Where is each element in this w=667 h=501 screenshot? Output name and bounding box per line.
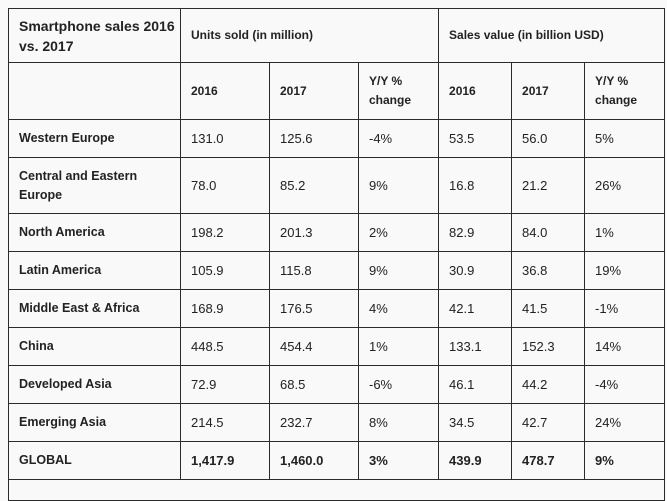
cell-uc: -6% [357, 365, 440, 404]
cell-v16: 46.1 [438, 365, 513, 404]
cell-v17: 41.5 [511, 289, 586, 328]
cell-v16: 82.9 [438, 213, 513, 252]
cell-v16: 30.9 [438, 251, 513, 290]
cell-u16: 72.9 [180, 365, 270, 404]
region-cell: Middle East & Africa [8, 289, 181, 328]
region-cell: Central and Eastern Europe [8, 157, 181, 214]
cell-uc: 2% [357, 213, 440, 252]
units-2016-header: 2016 [180, 62, 270, 120]
cell-vc: 9% [584, 441, 666, 480]
cell-v17: 478.7 [511, 441, 586, 480]
cell-vc: 1% [584, 213, 666, 252]
cell-v17: 21.2 [511, 157, 586, 214]
footer-cell [7, 479, 666, 501]
table-row: Latin America 105.9 115.8 9% 30.9 36.8 19% [8, 251, 666, 290]
region-cell: Developed Asia [8, 365, 181, 404]
cell-u17: 454.4 [269, 327, 359, 366]
cell-u16: 78.0 [180, 157, 270, 214]
cell-u16: 448.5 [180, 327, 270, 366]
value-yoy-header: Y/Y % change [584, 62, 666, 120]
cell-uc: -4% [357, 119, 440, 158]
cell-v16: 53.5 [438, 119, 513, 158]
units-sold-header: Units sold (in million) [179, 8, 440, 63]
table-row: Middle East & Africa 168.9 176.5 4% 42.1 41.5… [8, 289, 666, 328]
cell-uc: 3% [357, 441, 440, 480]
units-yoy-header: Y/Y % change [357, 62, 440, 120]
table-row: Western Europe 131.0 125.6 -4% 53.5 56.0 5% [8, 119, 666, 158]
cell-v16: 439.9 [438, 441, 513, 480]
cell-u17: 232.7 [269, 403, 359, 442]
empty-header-cell [8, 62, 181, 120]
smartphone-sales-table: Smartphone sales 2016 vs. 2017 Units sol… [7, 8, 666, 501]
value-2017-header: 2017 [511, 62, 586, 120]
cell-vc: 14% [584, 327, 666, 366]
units-2017-header: 2017 [269, 62, 359, 120]
cell-v16: 34.5 [438, 403, 513, 442]
cell-u16: 168.9 [180, 289, 270, 328]
region-cell: Latin America [8, 251, 181, 290]
cell-u17: 125.6 [269, 119, 359, 158]
global-row: GLOBAL 1,417.9 1,460.0 3% 439.9 478.7 9% [8, 441, 666, 480]
cell-u16: 131.0 [180, 119, 270, 158]
header-row-groups: Smartphone sales 2016 vs. 2017 Units sol… [8, 8, 666, 63]
cell-v17: 152.3 [511, 327, 586, 366]
table-title: Smartphone sales 2016 vs. 2017 [8, 8, 181, 63]
value-2016-header: 2016 [438, 62, 513, 120]
table-row: North America 198.2 201.3 2% 82.9 84.0 1% [8, 213, 666, 252]
cell-v16: 16.8 [438, 157, 513, 214]
table-row: Developed Asia 72.9 68.5 -6% 46.1 44.2 -4% [8, 365, 666, 404]
cell-vc: 19% [584, 251, 666, 290]
region-cell: China [8, 327, 181, 366]
cell-uc: 4% [357, 289, 440, 328]
cell-v17: 44.2 [511, 365, 586, 404]
region-cell: North America [8, 213, 181, 252]
cell-u17: 85.2 [269, 157, 359, 214]
region-cell: GLOBAL [8, 441, 181, 480]
cell-u16: 1,417.9 [180, 441, 270, 480]
region-cell: Western Europe [8, 119, 181, 158]
cell-u16: 198.2 [180, 213, 270, 252]
cell-u17: 1,460.0 [269, 441, 359, 480]
cell-u17: 201.3 [269, 213, 359, 252]
cell-v17: 36.8 [511, 251, 586, 290]
cell-uc: 1% [357, 327, 440, 366]
cell-v17: 84.0 [511, 213, 586, 252]
cell-uc: 9% [357, 251, 440, 290]
cell-v17: 42.7 [511, 403, 586, 442]
cell-u17: 115.8 [269, 251, 359, 290]
sales-value-header: Sales value (in billion USD) [438, 8, 666, 63]
header-row-years: 2016 2017 Y/Y % change 2016 2017 Y/Y % c… [8, 62, 666, 120]
table-footer-row [7, 479, 666, 501]
cell-v16: 42.1 [438, 289, 513, 328]
cell-uc: 9% [357, 157, 440, 214]
cell-uc: 8% [357, 403, 440, 442]
region-cell: Emerging Asia [8, 403, 181, 442]
cell-vc: -4% [584, 365, 666, 404]
cell-u16: 105.9 [180, 251, 270, 290]
cell-u17: 176.5 [269, 289, 359, 328]
cell-vc: -1% [584, 289, 666, 328]
table-row: Central and Eastern Europe 78.0 85.2 9% 16.8… [8, 157, 666, 214]
cell-u16: 214.5 [180, 403, 270, 442]
table-row: Emerging Asia 214.5 232.7 8% 34.5 42.7 24% [8, 403, 666, 442]
cell-v17: 56.0 [511, 119, 586, 158]
cell-u17: 68.5 [269, 365, 359, 404]
cell-vc: 26% [584, 157, 666, 214]
cell-vc: 5% [584, 119, 666, 158]
cell-v16: 133.1 [438, 327, 513, 366]
table-row: China 448.5 454.4 1% 133.1 152.3 14% [8, 327, 666, 366]
cell-vc: 24% [584, 403, 666, 442]
